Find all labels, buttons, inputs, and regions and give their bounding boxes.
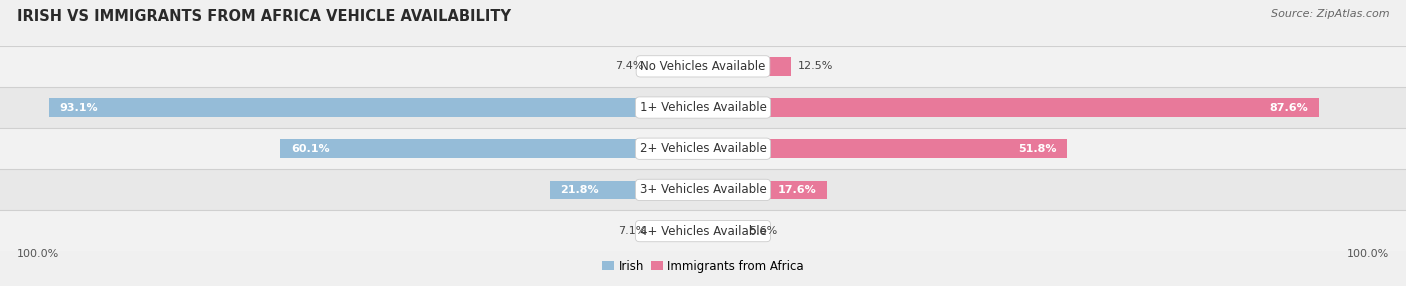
- Bar: [703, 57, 790, 76]
- Bar: [703, 222, 742, 240]
- Text: 1+ Vehicles Available: 1+ Vehicles Available: [640, 101, 766, 114]
- Text: 4+ Vehicles Available: 4+ Vehicles Available: [640, 225, 766, 238]
- Bar: [652, 222, 703, 240]
- Text: 100.0%: 100.0%: [1347, 249, 1389, 259]
- Text: 17.6%: 17.6%: [778, 185, 815, 195]
- Text: 93.1%: 93.1%: [59, 103, 97, 112]
- Text: 5.6%: 5.6%: [749, 226, 778, 236]
- Bar: [651, 57, 703, 76]
- Bar: [703, 181, 827, 199]
- Text: 51.8%: 51.8%: [1018, 144, 1057, 154]
- Text: 21.8%: 21.8%: [560, 185, 599, 195]
- Text: Source: ZipAtlas.com: Source: ZipAtlas.com: [1271, 9, 1389, 19]
- Bar: [550, 181, 703, 199]
- Bar: [703, 140, 1067, 158]
- Bar: [280, 140, 703, 158]
- Text: 7.4%: 7.4%: [616, 61, 644, 71]
- Bar: [0, 46, 1406, 87]
- Legend: Irish, Immigrants from Africa: Irish, Immigrants from Africa: [598, 255, 808, 277]
- Text: IRISH VS IMMIGRANTS FROM AFRICA VEHICLE AVAILABILITY: IRISH VS IMMIGRANTS FROM AFRICA VEHICLE …: [17, 9, 510, 23]
- Text: 100.0%: 100.0%: [17, 249, 59, 259]
- Text: 12.5%: 12.5%: [799, 61, 834, 71]
- Bar: [49, 98, 703, 117]
- Text: 2+ Vehicles Available: 2+ Vehicles Available: [640, 142, 766, 155]
- Bar: [0, 128, 1406, 169]
- Bar: [0, 87, 1406, 128]
- Text: 7.1%: 7.1%: [617, 226, 647, 236]
- Bar: [0, 169, 1406, 210]
- Bar: [703, 98, 1319, 117]
- Text: 87.6%: 87.6%: [1270, 103, 1308, 112]
- Text: 60.1%: 60.1%: [291, 144, 329, 154]
- Text: No Vehicles Available: No Vehicles Available: [640, 60, 766, 73]
- Text: 3+ Vehicles Available: 3+ Vehicles Available: [640, 183, 766, 196]
- Bar: [0, 210, 1406, 252]
